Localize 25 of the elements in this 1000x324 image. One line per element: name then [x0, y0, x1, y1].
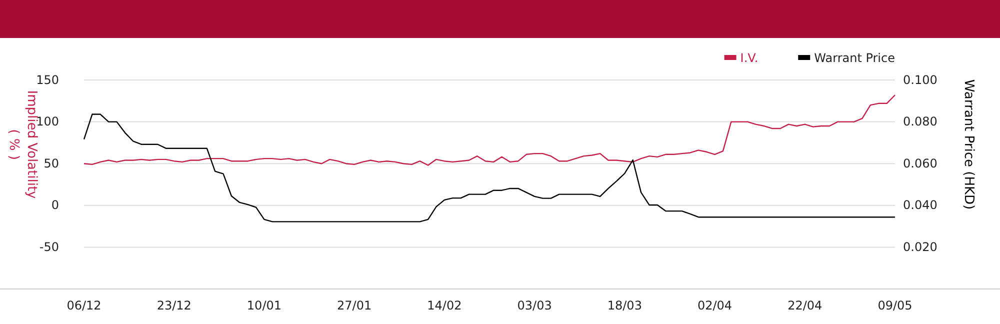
line-series [83, 94, 896, 166]
x-tick-label: 06/12 [66, 298, 102, 313]
x-tick-label: 09/05 [878, 298, 912, 313]
y-axis-title: Implied Volatility ( % ) [6, 90, 39, 200]
y2-tick-label: 0.060 [903, 156, 938, 170]
y-tick-label: -50 [39, 240, 59, 254]
y2-axis-title: Warrant Price (HKD) [961, 79, 976, 210]
y2-tick-label: 0.040 [903, 198, 938, 212]
x-tick-label: 10/01 [246, 298, 282, 313]
x-tick-label: 22/04 [788, 298, 822, 313]
y2-tick-label: 0.020 [903, 240, 938, 254]
x-tick-label: 23/12 [156, 298, 192, 313]
x-tick-label: 02/04 [697, 298, 732, 313]
x-tick-label: 03/03 [517, 298, 552, 313]
x-tick-label: 27/01 [337, 298, 372, 313]
y-tick-label: 50 [44, 156, 59, 170]
y2-tick-label: 0.100 [903, 72, 938, 87]
y-tick-label: 0 [51, 198, 59, 212]
legend-label: Warrant Price [814, 51, 895, 65]
line-series [83, 114, 896, 222]
x-tick-label: 14/02 [427, 298, 462, 313]
y-tick-label: 150 [36, 72, 59, 87]
y2-tick-label: 0.080 [903, 114, 938, 129]
x-tick-label: 18/03 [607, 298, 642, 313]
legend-label: I.V. [740, 51, 758, 65]
